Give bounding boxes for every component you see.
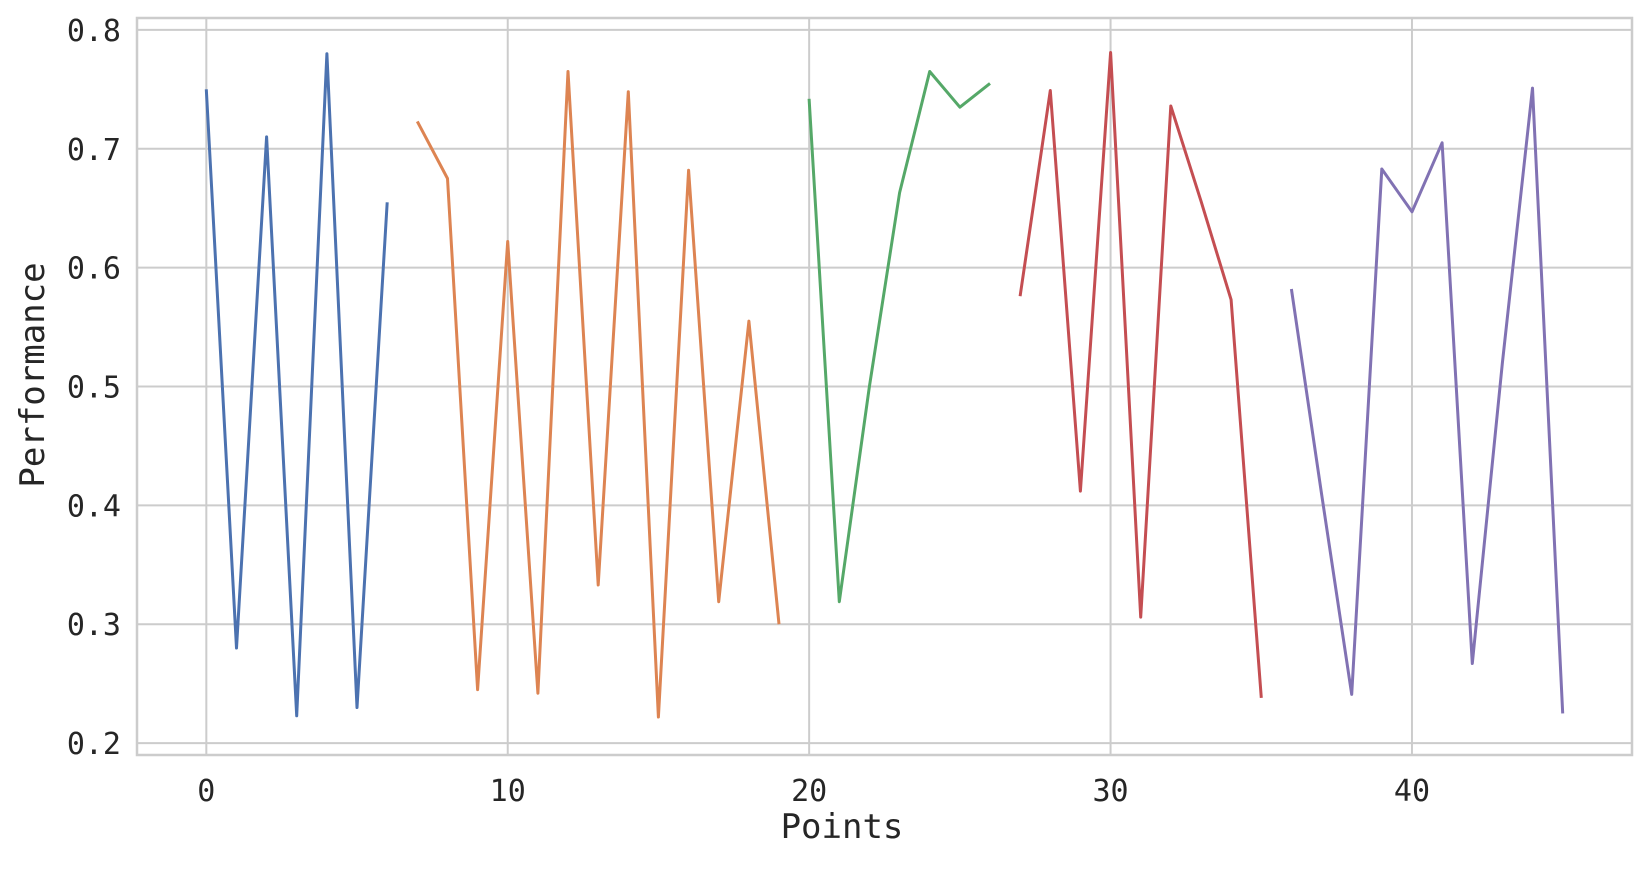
series-line-1 xyxy=(204,52,389,718)
series-group xyxy=(807,70,991,604)
x-tick-label: 10 xyxy=(490,774,526,809)
y-tick-labels: 0.2 0.3 0.4 0.5 0.6 0.7 0.8 xyxy=(67,14,121,762)
x-tick-label: 40 xyxy=(1394,774,1430,809)
y-tick-label: 0.8 xyxy=(67,14,121,49)
grid-layer xyxy=(137,18,1632,755)
series-line-5 xyxy=(1289,86,1565,714)
y-tick-label: 0.5 xyxy=(67,371,121,406)
y-tick-label: 0.3 xyxy=(67,608,121,643)
y-tick-label: 0.6 xyxy=(67,252,121,287)
y-axis-label: Performance xyxy=(13,262,53,487)
series-layer xyxy=(204,51,1565,719)
y-tick-label: 0.2 xyxy=(67,727,121,762)
y-tick-label: 0.7 xyxy=(67,133,121,168)
x-tick-labels: 0 10 20 30 40 xyxy=(197,774,1430,809)
x-tick-label: 20 xyxy=(791,774,827,809)
series-group xyxy=(415,70,781,719)
plot-frame xyxy=(135,16,1634,757)
x-tick-label: 30 xyxy=(1092,774,1128,809)
series-line-3 xyxy=(807,70,991,604)
series-group xyxy=(204,52,389,718)
series-group xyxy=(1289,86,1565,714)
y-tick-label: 0.4 xyxy=(67,489,121,524)
x-tick-label: 0 xyxy=(197,774,215,809)
series-line-4 xyxy=(1018,51,1263,699)
series-line-2 xyxy=(415,70,781,719)
series-group xyxy=(1018,51,1263,699)
x-axis-label: Points xyxy=(781,807,904,847)
